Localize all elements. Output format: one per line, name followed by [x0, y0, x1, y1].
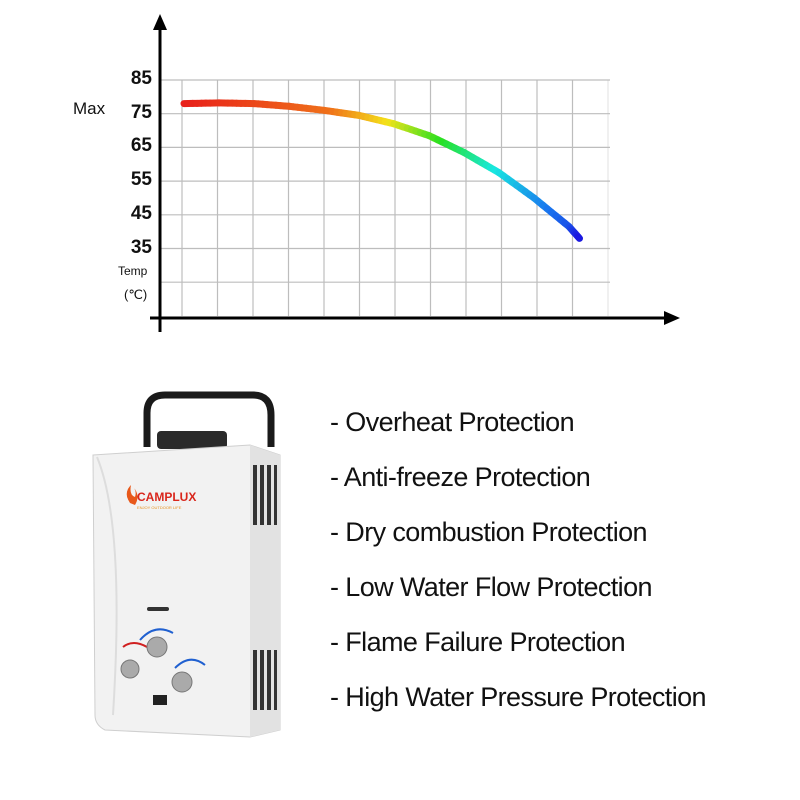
feature-item: - Overheat Protection	[330, 407, 575, 437]
water-heater-image: CAMPLUX ENJOY OUTDOOR LIFE	[92, 391, 281, 738]
knob-left	[120, 659, 140, 679]
feature-item: - Dry combustion Protection	[330, 517, 648, 547]
y-axis-arrow	[153, 14, 167, 30]
carry-handle	[143, 391, 275, 447]
y-tick-label: 75	[130, 101, 152, 123]
flame-logo-icon	[126, 485, 138, 505]
feature-item: - Anti-freeze Protection	[330, 462, 591, 492]
y-tick-label: 65	[130, 135, 152, 157]
feature-item: - High Water Pressure Protection	[330, 682, 707, 712]
exhaust-cap	[157, 431, 227, 449]
y-axis-label-unit: (℃)	[124, 287, 148, 302]
knob-top	[146, 636, 168, 658]
y-tick-label: 85	[130, 68, 152, 89]
y-tick-label: 45	[130, 202, 152, 224]
feature-list: - Overheat Protection - Anti-freeze Prot…	[330, 402, 707, 732]
curve-segment	[574, 233, 583, 242]
y-axis-label-temp: Temp	[118, 264, 148, 278]
feature-item: - Flame Failure Protection	[330, 627, 626, 657]
vent-slots	[253, 465, 277, 710]
y-tick-label: 55	[130, 169, 152, 191]
temperature-curve	[180, 99, 583, 242]
chart-grid	[160, 79, 610, 316]
brand-logo: CAMPLUX	[137, 490, 196, 504]
brand-tagline: ENJOY OUTDOOR LIFE	[137, 505, 182, 510]
temperature-display	[153, 695, 167, 705]
feature-item: - Low Water Flow Protection	[330, 572, 653, 602]
y-tick-label: 35	[130, 236, 152, 258]
knob-right	[171, 671, 193, 693]
temperature-chart	[150, 14, 680, 332]
max-label: Max	[73, 99, 106, 118]
x-axis-arrow	[664, 311, 680, 325]
